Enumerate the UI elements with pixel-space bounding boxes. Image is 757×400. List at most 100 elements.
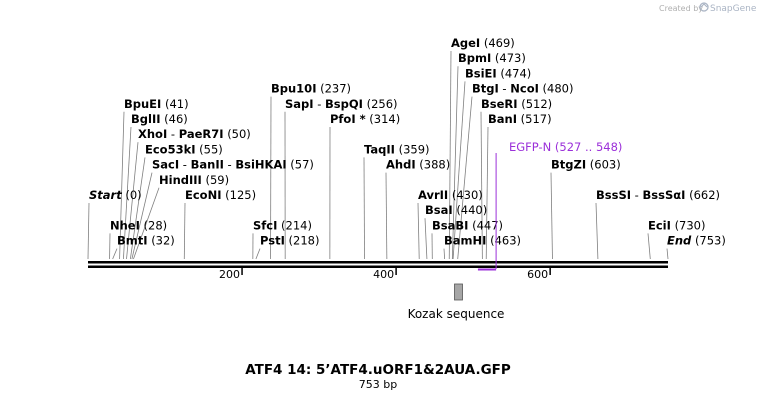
site-leader-start — [87, 202, 90, 260]
site-label-avrii[interactable]: AvrII (430) — [418, 188, 483, 202]
feature-kozak-label: Kozak sequence — [408, 307, 505, 321]
site-label-btgzi[interactable]: BtgZI (603) — [551, 158, 621, 172]
site-label-bpmi[interactable]: BpmI (473) — [458, 51, 526, 65]
feature-egfp-n-bar[interactable] — [477, 268, 497, 271]
site-separator: - — [314, 97, 325, 111]
feature-range: (527 .. 548) — [555, 140, 623, 154]
site-label-econi[interactable]: EcoNI (125) — [185, 188, 256, 202]
enzyme-name: BanII — [191, 158, 224, 172]
enzyme-name: TaqII — [364, 142, 395, 156]
site-position: (125) — [225, 188, 256, 202]
enzyme-name: BglII — [131, 112, 161, 126]
site-position: (473) — [495, 51, 526, 65]
enzyme-name: BseRI — [481, 97, 518, 111]
site-leader-hindiii — [133, 187, 160, 260]
site-leader-eco53ki — [129, 157, 146, 260]
site-leader-taqii — [363, 157, 365, 260]
enzyme-name: AvrII — [418, 188, 448, 202]
site-label-eco53ki[interactable]: Eco53kI (55) — [145, 142, 223, 156]
enzyme-name: AgeI — [451, 36, 480, 50]
site-position: (753) — [695, 234, 726, 248]
site-position: (218) — [289, 234, 320, 248]
feature-egfp-n-label[interactable]: EGFP-N (527 .. 548) — [509, 140, 622, 154]
site-label-nhei[interactable]: NheI (28) — [110, 218, 167, 232]
site-leader-bsai — [424, 218, 428, 260]
site-label-pfoi[interactable]: PfoI * (314) — [330, 112, 400, 126]
site-position: (41) — [165, 97, 189, 111]
site-label-bsai[interactable]: BsaI (440) — [425, 203, 487, 217]
site-label-bpuei[interactable]: BpuEI (41) — [124, 97, 189, 111]
site-separator: - — [631, 188, 642, 202]
backbone-strand-bottom — [88, 265, 668, 268]
site-position: (512) — [521, 97, 552, 111]
backbone-strand-top — [88, 261, 668, 264]
site-position: (463) — [490, 234, 521, 248]
site-label-taqii[interactable]: TaqII (359) — [364, 142, 430, 156]
site-label-saci[interactable]: SacI - BanII - BsiHKAI (57) — [152, 158, 314, 172]
enzyme-name: PaeR7I — [179, 127, 224, 141]
site-label-start[interactable]: Start (0) — [89, 188, 142, 202]
enzyme-name: PfoI * — [330, 112, 366, 126]
enzyme-name: BsiEI — [465, 66, 497, 80]
site-label-btgi[interactable]: BtgI - NcoI (480) — [472, 82, 573, 96]
site-label-end[interactable]: End (753) — [667, 234, 726, 248]
tick-label-400: 400 — [373, 268, 394, 281]
site-separator: - — [179, 158, 190, 172]
site-position: (469) — [484, 36, 515, 50]
tick-label-200: 200 — [219, 268, 240, 281]
site-leader-ecii — [647, 233, 651, 260]
site-leader-bmti — [112, 248, 118, 260]
site-position: (662) — [689, 188, 720, 202]
site-position: (50) — [227, 127, 251, 141]
features: EGFP-N (527 .. 548) Kozak sequence — [408, 140, 623, 321]
site-label-bpu10i[interactable]: Bpu10I (237) — [271, 82, 351, 96]
site-position: (59) — [205, 173, 229, 187]
snapgene-logo-icon — [699, 2, 709, 12]
site-label-psti[interactable]: PstI (218) — [260, 234, 319, 248]
site-label-agei[interactable]: AgeI (469) — [451, 36, 515, 50]
feature-kozak-box[interactable] — [454, 283, 463, 301]
site-label-bamhi[interactable]: BamHI (463) — [444, 234, 521, 248]
site-position: (603) — [590, 158, 621, 172]
site-label-bsssi[interactable]: BssSI - BssSαI (662) — [596, 188, 720, 202]
site-position: (359) — [399, 142, 430, 156]
site-label-ahdi[interactable]: AhdI (388) — [386, 158, 450, 172]
site-label-ecii[interactable]: EciI (730) — [648, 218, 706, 232]
site-label-bsiei[interactable]: BsiEI (474) — [465, 66, 531, 80]
site-position: (314) — [369, 112, 400, 126]
site-leader-bglii — [123, 126, 132, 260]
site-label-hindiii[interactable]: HindIII (59) — [159, 173, 229, 187]
site-leader-psti — [255, 248, 261, 260]
site-position: (55) — [199, 142, 223, 156]
site-label-sfci[interactable]: SfcI (214) — [253, 218, 312, 232]
site-leader-bsiei — [452, 81, 466, 260]
tick-label-600: 600 — [527, 268, 548, 281]
site-label-bani[interactable]: BanI (517) — [488, 112, 552, 126]
site-leader-btgzi — [550, 172, 553, 260]
site-position: (447) — [472, 218, 503, 232]
site-label-sapi[interactable]: SapI - BspQI (256) — [285, 97, 398, 111]
site-position: (440) — [456, 203, 487, 217]
site-leader-btgi — [457, 96, 473, 260]
enzyme-name: SfcI — [253, 218, 277, 232]
site-label-xhoi[interactable]: XhoI - PaeR7I (50) — [138, 127, 251, 141]
enzyme-name: NcoI — [510, 82, 539, 96]
enzyme-name: XhoI — [138, 127, 167, 141]
site-label-bsabi[interactable]: BsaBI (447) — [432, 218, 503, 232]
map-title: ATF4 14: 5’ATF4.uORF1&2AUA.GFP — [245, 362, 511, 378]
enzyme-name: Start — [89, 188, 122, 202]
site-leader-saci — [131, 172, 153, 260]
ruler-ticks: 200 400 600 — [219, 268, 551, 281]
site-position: (237) — [320, 82, 351, 96]
site-label-bseri[interactable]: BseRI (512) — [481, 97, 552, 111]
site-leader-bsssi — [595, 202, 599, 260]
site-leader-bseri — [480, 111, 483, 260]
site-leader-end — [666, 248, 669, 260]
site-label-bmti[interactable]: BmtI (32) — [117, 234, 175, 248]
site-label-bglii[interactable]: BglII (46) — [131, 112, 188, 126]
feature-name: EGFP-N — [509, 140, 551, 154]
site-position: (32) — [151, 234, 175, 248]
enzyme-name: BtgI — [472, 82, 499, 96]
site-leader-avrii — [417, 202, 420, 260]
